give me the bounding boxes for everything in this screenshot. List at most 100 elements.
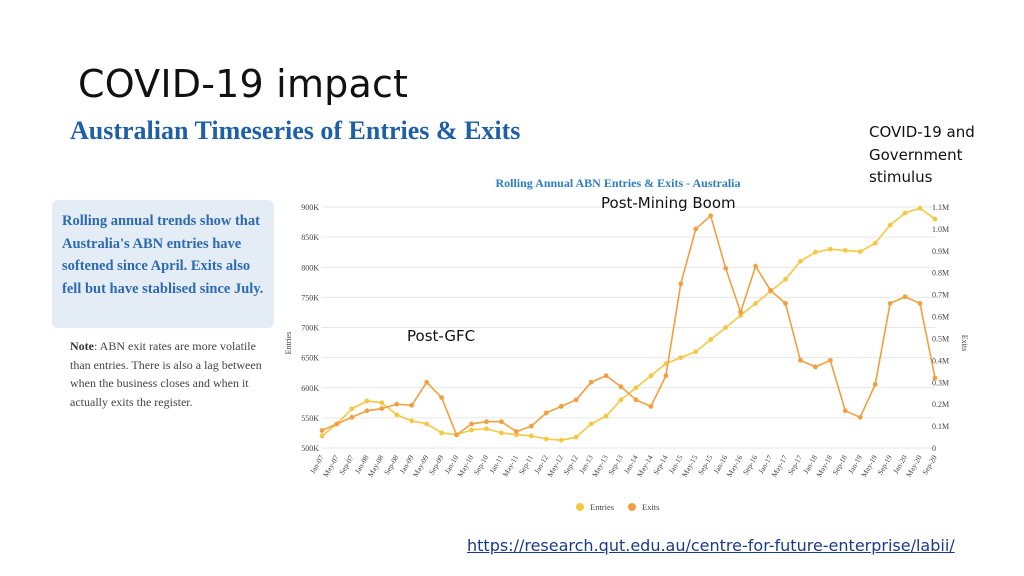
data-point-entries xyxy=(603,413,609,419)
note-text: : ABN exit rates are more volatile than … xyxy=(70,339,262,409)
y2-tick-label: 0.5M xyxy=(932,334,949,343)
left-axis-ticks: 500K 550K 600K 650K 700K 750K 800K 850K 900K xyxy=(301,203,319,453)
data-point-exits xyxy=(618,384,624,390)
data-point-exits xyxy=(513,429,519,434)
y-tick-label: 500K xyxy=(301,444,319,453)
x-tick-label: Sep-17 xyxy=(786,453,805,476)
y2-axis-label: Exits xyxy=(960,335,969,351)
data-point-exits xyxy=(528,423,534,429)
data-point-entries xyxy=(857,249,863,254)
data-point-entries xyxy=(379,400,385,406)
x-tick-label: Sep-09 xyxy=(427,453,446,476)
data-point-entries xyxy=(902,210,908,216)
data-point-exits xyxy=(409,402,415,408)
data-point-entries xyxy=(738,313,744,318)
chart-heading: Australian Timeseries of Entries & Exits xyxy=(70,116,521,145)
data-point-exits xyxy=(439,395,445,401)
data-point-exits xyxy=(499,419,504,425)
y2-tick-label: 0.4M xyxy=(932,356,949,365)
data-point-exits xyxy=(648,403,654,409)
data-point-entries xyxy=(409,418,415,424)
data-point-entries xyxy=(723,325,729,330)
slide-title: COVID-19 impact xyxy=(78,62,409,106)
x-axis-ticks: Jan-07May-07Sep-07Jan-08May-08Sep-08Jan-… xyxy=(308,453,939,478)
y-tick-label: 700K xyxy=(301,324,319,333)
data-point-exits xyxy=(334,421,340,427)
x-tick-label: Sep-14 xyxy=(651,453,670,476)
data-point-entries xyxy=(618,397,624,403)
data-point-entries xyxy=(753,301,758,306)
data-point-entries xyxy=(364,398,370,404)
data-point-exits xyxy=(349,414,355,420)
y2-tick-label: 0.2M xyxy=(932,400,949,409)
data-point-entries xyxy=(633,385,639,391)
y2-tick-label: 0.3M xyxy=(932,378,949,387)
data-point-entries xyxy=(827,246,833,252)
data-point-exits xyxy=(708,213,714,219)
data-point-entries xyxy=(499,430,504,436)
chart-legend: Entries Exits xyxy=(576,502,659,512)
legend-marker-exits xyxy=(628,503,636,511)
x-tick-label: Sep-08 xyxy=(382,453,401,476)
data-point-entries xyxy=(528,433,534,439)
data-point-exits xyxy=(484,419,489,425)
data-point-entries xyxy=(439,430,445,436)
y-tick-label: 600K xyxy=(301,384,319,393)
data-point-exits xyxy=(812,364,818,370)
data-point-entries xyxy=(588,421,594,427)
data-point-exits xyxy=(753,263,758,269)
data-point-exits xyxy=(558,403,564,409)
data-point-exits xyxy=(424,379,430,385)
data-point-exits xyxy=(887,301,893,306)
data-point-entries xyxy=(708,337,714,342)
data-point-exits xyxy=(842,408,848,414)
data-point-entries xyxy=(932,216,938,222)
data-point-exits xyxy=(573,397,579,403)
data-point-entries xyxy=(573,434,579,440)
data-point-exits xyxy=(723,265,729,271)
data-point-exits xyxy=(454,432,459,438)
y2-tick-label: 0 xyxy=(932,444,936,453)
data-point-exits xyxy=(588,379,594,385)
data-point-exits xyxy=(872,382,878,387)
data-point-exits xyxy=(364,408,370,414)
x-tick-label: May-11 xyxy=(501,453,521,478)
data-point-exits xyxy=(857,414,863,420)
data-point-exits xyxy=(827,357,833,363)
data-point-exits xyxy=(633,397,639,403)
data-point-entries xyxy=(648,373,654,379)
annotation-post-gfc: Post-GFC xyxy=(407,327,476,345)
data-point-entries xyxy=(678,355,684,361)
source-link[interactable]: https://research.qut.edu.au/centre-for-f… xyxy=(467,536,955,555)
data-point-exits xyxy=(783,301,788,306)
y2-tick-label: 0.8M xyxy=(932,269,949,278)
data-point-exits xyxy=(738,309,744,315)
y2-tick-label: 0.1M xyxy=(932,422,949,431)
data-point-entries xyxy=(783,276,788,282)
x-tick-label: Sep-15 xyxy=(696,453,715,476)
x-tick-label: Sep-20 xyxy=(920,453,939,476)
data-point-entries xyxy=(469,427,474,433)
y-tick-label: 550K xyxy=(301,414,319,423)
y-tick-label: 900K xyxy=(301,203,319,212)
data-point-exits xyxy=(932,375,938,381)
right-axis-ticks: 0 0.1M 0.2M 0.3M 0.4M 0.5M 0.6M 0.7M 0.8M 0.9M 1.0… xyxy=(932,203,949,453)
x-tick-label: Sep-16 xyxy=(741,453,760,476)
data-point-entries xyxy=(424,421,430,427)
legend-marker-entries xyxy=(576,503,584,511)
data-point-entries xyxy=(484,426,489,432)
data-point-entries xyxy=(917,205,923,211)
data-point-entries xyxy=(558,437,564,443)
summary-callout-text: Rolling annual trends show that Australi… xyxy=(62,213,264,297)
data-point-entries xyxy=(349,406,355,412)
data-point-entries xyxy=(319,433,325,439)
x-tick-label: Sep-07 xyxy=(337,453,356,476)
gridlines xyxy=(322,206,935,449)
data-point-exits xyxy=(379,406,385,411)
note-label: Note xyxy=(70,339,94,353)
data-point-entries xyxy=(693,349,699,354)
summary-callout: Rolling annual trends show that Australi… xyxy=(52,200,274,328)
data-point-exits xyxy=(319,428,325,433)
data-point-exits xyxy=(663,373,669,379)
